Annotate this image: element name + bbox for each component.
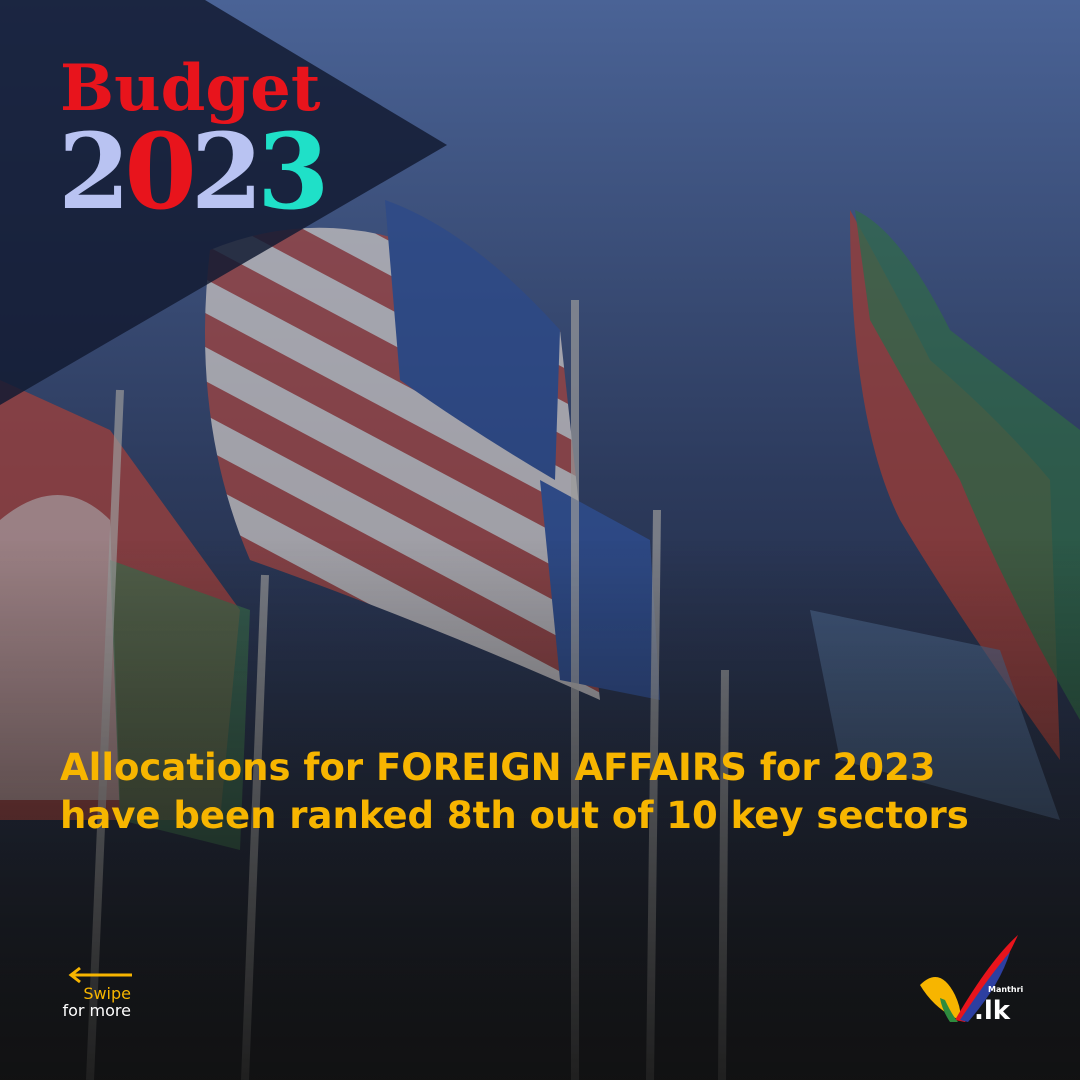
logo-mark: [955, 935, 1018, 1022]
logo: Manthri .lk: [920, 935, 1024, 1026]
logo-domain: .lk: [974, 996, 1011, 1026]
swipe-hint[interactable]: Swipe for more: [62, 966, 132, 1020]
logo-mark: [940, 998, 958, 1022]
arrow-head: [68, 966, 81, 984]
swipe-text: for more: [62, 1001, 131, 1020]
corner-shape: [0, 0, 447, 405]
title: Budget: [60, 51, 321, 126]
swipe-text: Swipe: [83, 984, 131, 1003]
logo-name: Manthri: [988, 985, 1024, 994]
year: 2023: [58, 110, 324, 233]
headline-line: have been ranked 8th out of 10 key secto…: [60, 794, 969, 837]
logo-mark: [960, 952, 1010, 1022]
headline-line: Allocations for FOREIGN AFFAIRS for 2023: [60, 746, 935, 789]
